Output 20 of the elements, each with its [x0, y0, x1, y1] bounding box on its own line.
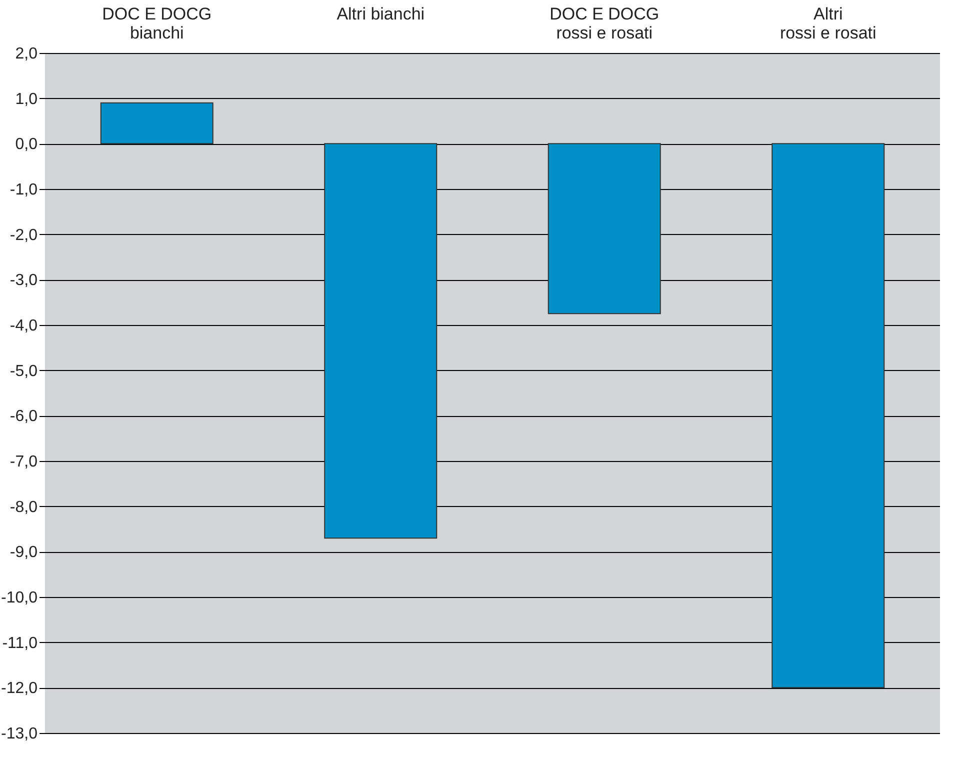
y-tick-label: -11,0	[2, 634, 38, 652]
y-tick-label: -5,0	[10, 362, 38, 380]
y-tick-label: -1,0	[10, 182, 38, 198]
y-tick-label: -9,0	[10, 544, 38, 562]
x-tick-label: Altri rossi e rosati	[780, 4, 876, 42]
x-tick-label: DOC E DOCG rossi e rosati	[550, 4, 660, 42]
y-tick-label: -6,0	[10, 408, 38, 426]
y-tick-label: -12,0	[1, 680, 38, 698]
y-tick-label: -10,0	[1, 590, 38, 606]
x-tick-label: Altri bianchi	[336, 4, 425, 24]
y-tick-label: 1,0	[15, 90, 38, 108]
y-tick-label: 2,0	[15, 46, 38, 62]
y-tick-label: -8,0	[10, 498, 38, 516]
x-tick-label: DOC E DOCG bianchi	[102, 4, 212, 42]
y-tick-label: -13,0	[1, 726, 38, 742]
y-tick-label: -3,0	[10, 272, 38, 290]
y-tick-label: 0,0	[15, 136, 38, 154]
y-tick-label: -4,0	[10, 318, 38, 334]
y-tick-label: -2,0	[10, 226, 38, 244]
y-tick-label: -7,0	[10, 454, 38, 470]
